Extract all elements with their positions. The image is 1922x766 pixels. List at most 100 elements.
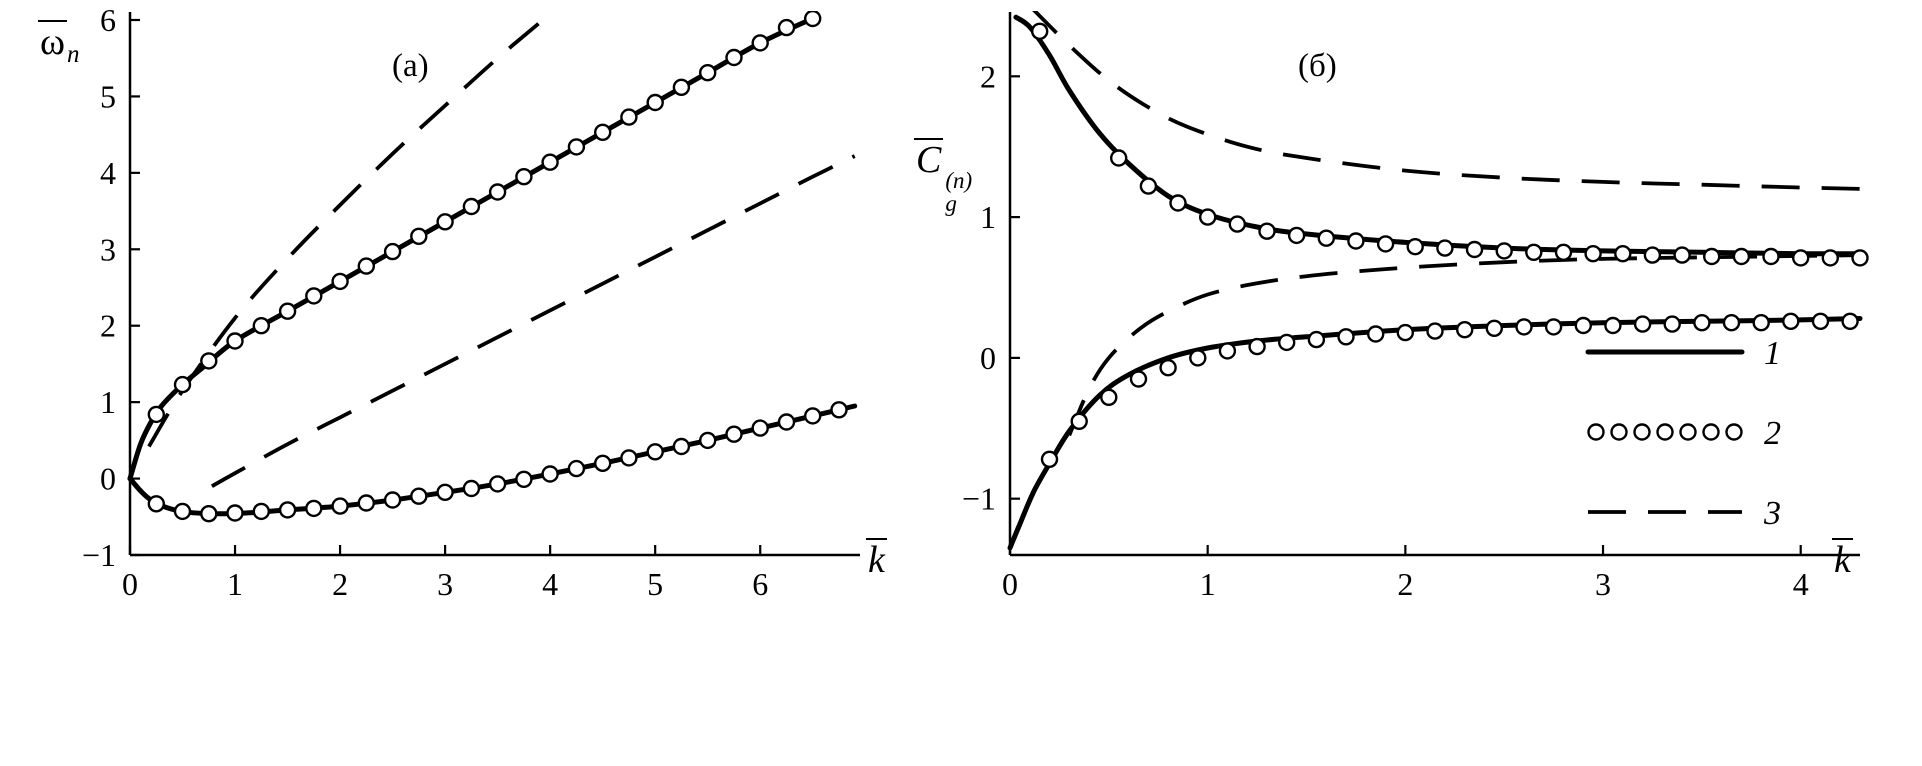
a-markers-lower — [488, 475, 507, 493]
a-markers-lower — [410, 487, 428, 505]
b-markers-upper — [1287, 226, 1306, 245]
legend-circle-marker-swatch — [1725, 423, 1743, 441]
b-markers-upper — [1732, 247, 1751, 266]
a-markers-upper — [699, 63, 717, 82]
y-tick-label: 2 — [100, 308, 116, 344]
a-markers-upper — [620, 108, 638, 126]
a-markers-upper — [436, 213, 454, 231]
panel-b-x-axis-label: k — [1832, 538, 1853, 582]
b-markers-upper — [1317, 229, 1336, 247]
b-markers-lower — [1129, 370, 1148, 388]
a-markers-upper — [226, 332, 244, 350]
panel-b-label: (б) — [1298, 48, 1337, 84]
legend-circle-marker-swatch — [1702, 423, 1720, 441]
b-markers-lower — [1693, 314, 1711, 332]
x-tick-label: 4 — [542, 566, 558, 602]
b-markers-upper — [1791, 249, 1810, 267]
a-markers-lower — [830, 401, 848, 419]
a-markers-upper — [200, 352, 218, 370]
a-markers-lower — [646, 443, 664, 461]
a-markers-upper — [515, 167, 533, 186]
a-markers-upper — [278, 302, 297, 320]
a-markers-upper — [777, 18, 796, 37]
b-markers-lower — [1752, 314, 1770, 332]
panel-a-y-axis-label: ωn — [38, 20, 80, 69]
a-markers-lower — [594, 454, 612, 472]
legend-circle-marker-swatch — [1633, 423, 1651, 441]
b-markers-lower — [1485, 319, 1504, 337]
panel-a-x-axis-label: k — [866, 538, 887, 582]
b-dashed-lower — [1067, 253, 1861, 437]
b-markers-lower — [1544, 318, 1563, 336]
b-markers-lower — [1841, 312, 1859, 330]
a-markers-upper — [305, 287, 323, 305]
b-markers-lower — [1663, 315, 1681, 333]
a-markers-upper — [646, 93, 664, 112]
b-markers-lower — [1277, 333, 1296, 352]
legend-circle-marker-swatch — [1679, 423, 1697, 441]
y-tick-label: 0 — [100, 461, 116, 497]
k-bar-symbol: k — [1832, 538, 1853, 581]
b-markers-upper — [1436, 239, 1454, 257]
a-markers-upper — [147, 405, 166, 424]
a-solid-upper — [127, 16, 816, 482]
a-markers-upper — [331, 272, 349, 291]
b-markers-lower — [1455, 321, 1474, 339]
x-tick-label: 5 — [647, 566, 663, 602]
a-markers-lower — [436, 483, 454, 501]
b-markers-upper — [1198, 208, 1217, 226]
legend-circle-marker-swatch — [1587, 423, 1605, 441]
b-markers-upper — [1821, 249, 1840, 267]
a-markers-upper — [725, 48, 743, 67]
b-markers-lower — [1040, 450, 1059, 468]
x-tick-label: 3 — [1595, 566, 1611, 602]
a-markers-upper — [672, 78, 691, 97]
b-markers-lower — [1307, 330, 1326, 349]
x-tick-label: 0 — [122, 566, 138, 602]
b-markers-upper — [1554, 243, 1573, 262]
b-markers-upper — [1673, 246, 1691, 264]
a-markers-lower — [672, 437, 691, 456]
c-bar-symbol: C — [914, 138, 944, 181]
x-tick-label: 2 — [1397, 566, 1413, 602]
a-markers-upper — [173, 375, 192, 394]
b-markers-lower — [1248, 337, 1266, 356]
b-markers-upper — [1030, 22, 1049, 40]
b-markers-lower — [1633, 315, 1652, 333]
b-markers-lower — [1604, 316, 1622, 335]
a-markers-upper — [462, 197, 481, 216]
a-markers-upper — [383, 242, 402, 261]
legend-circle-marker-swatch — [1656, 423, 1674, 441]
b-markers-lower — [1515, 318, 1533, 336]
b-markers-lower — [1574, 316, 1593, 335]
c-sub-sup-stack: (n) g — [945, 169, 972, 216]
b-markers-upper — [1525, 243, 1543, 262]
b-markers-lower — [1722, 314, 1741, 332]
series-group — [1007, 11, 1869, 551]
x-tick-label: 3 — [437, 566, 453, 602]
b-markers-upper — [1584, 244, 1602, 263]
legend-label: 3 — [1763, 495, 1781, 532]
a-markers-upper — [252, 317, 270, 335]
b-markers-upper — [1258, 222, 1276, 240]
y-tick-label: 5 — [100, 78, 116, 114]
a-markers-lower — [278, 501, 297, 519]
b-markers-upper — [1228, 215, 1247, 233]
a-markers-upper — [488, 183, 507, 201]
a-markers-lower — [541, 465, 559, 483]
b-markers-lower — [1426, 322, 1444, 340]
y-tick-label: 1 — [980, 199, 996, 235]
a-dashed-upper — [147, 11, 557, 448]
a-markers-lower — [331, 497, 349, 515]
x-tick-label: 6 — [752, 566, 768, 602]
a-markers-lower — [173, 502, 192, 521]
b-markers-lower — [1811, 312, 1830, 330]
a-markers-lower — [226, 504, 244, 522]
legend-label: 2 — [1764, 415, 1781, 452]
a-markers-upper — [567, 138, 586, 156]
b-markers-upper — [1495, 242, 1513, 260]
a-markers-upper — [804, 11, 822, 28]
b-markers-lower — [1337, 328, 1355, 346]
